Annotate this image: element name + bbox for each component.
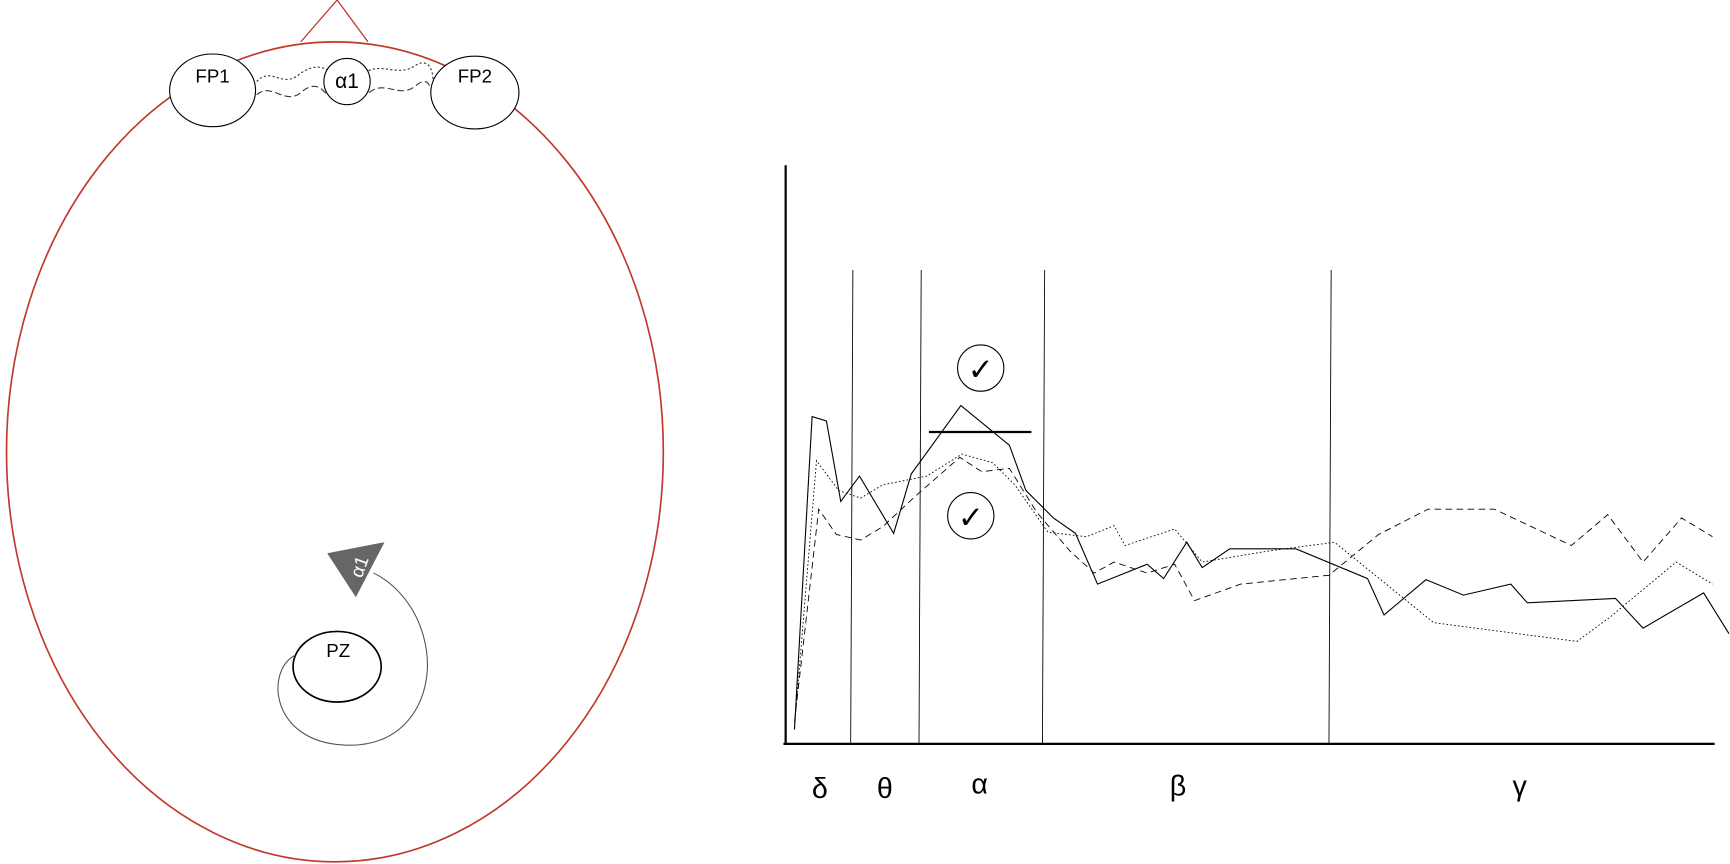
band-divider [850, 269, 854, 744]
electrode-label: PZ [326, 640, 350, 661]
arrow-head [327, 542, 385, 598]
electrode [292, 630, 383, 703]
connection [256, 62, 434, 82]
node-label: α1 [335, 70, 359, 93]
band-label: θ [877, 773, 893, 805]
check-circle [947, 492, 995, 540]
band-label: γ [1512, 771, 1527, 803]
check-mark: ✓ [968, 352, 994, 387]
trace-dotted [794, 453, 1713, 728]
head-outline [5, 41, 665, 863]
band-label: δ [812, 773, 828, 805]
trace-dashed [794, 456, 1713, 722]
check-mark: ✓ [958, 500, 984, 535]
band-label: β [1170, 771, 1186, 803]
node [323, 57, 371, 106]
nose [300, 0, 369, 43]
band-label: α [971, 768, 988, 800]
band-divider [918, 269, 922, 744]
electrode-label: FP2 [458, 66, 492, 87]
electrode-label: FP1 [195, 66, 229, 87]
head [5, 0, 665, 863]
spiral-arrow [277, 572, 428, 746]
spectrum [783, 165, 1730, 745]
electrode [169, 53, 257, 128]
electrode [430, 55, 520, 130]
trace-solid [793, 404, 1730, 730]
check-circle [957, 344, 1005, 392]
band-divider [1041, 269, 1046, 744]
band-divider [1328, 269, 1332, 744]
